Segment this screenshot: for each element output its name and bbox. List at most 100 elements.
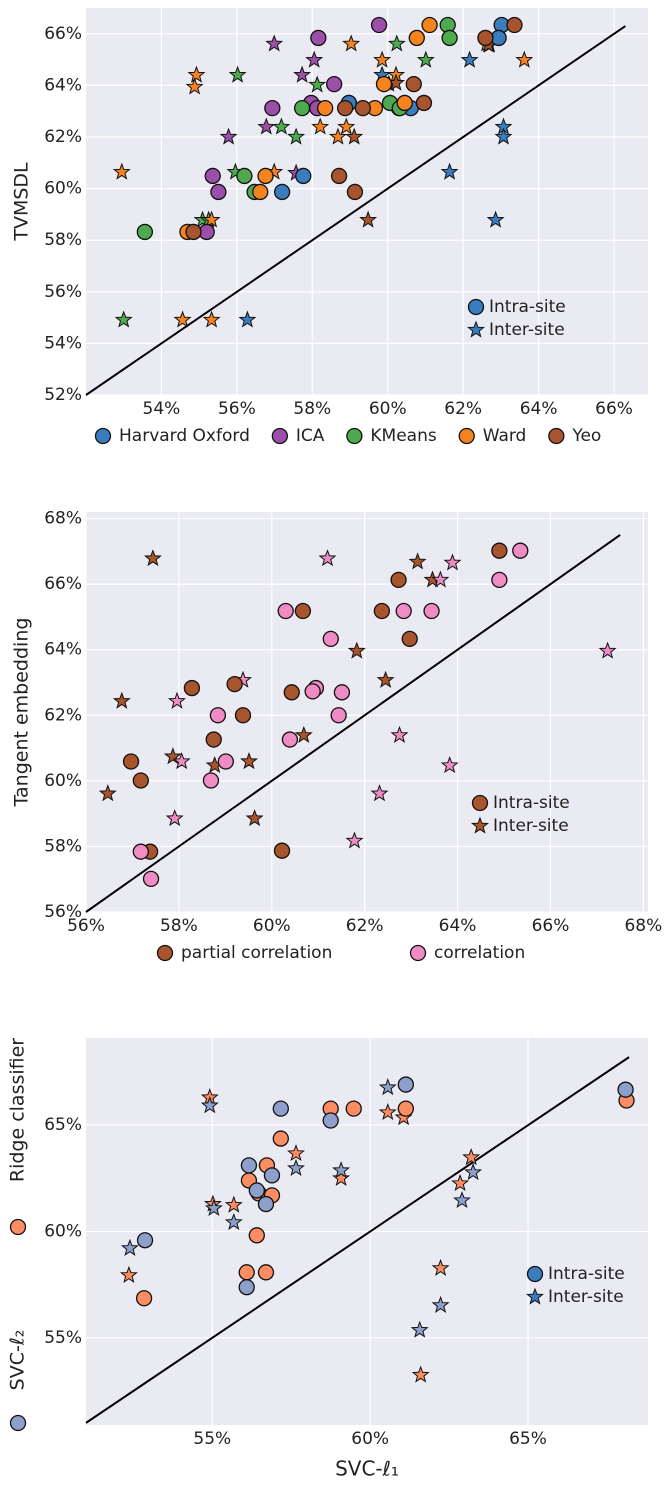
point [112, 691, 131, 709]
legend-marker [346, 427, 363, 445]
legend-label: Ward [483, 426, 527, 446]
legend-marker [471, 816, 489, 834]
point [408, 552, 427, 570]
point [240, 752, 258, 770]
identity-line [85, 534, 621, 913]
point [273, 183, 291, 201]
y-tick-label: 66% [44, 574, 82, 594]
point [411, 1365, 430, 1383]
point [114, 310, 133, 328]
point [287, 127, 306, 145]
point [234, 707, 252, 724]
point [168, 691, 186, 709]
legend-label: Harvard Oxford [119, 426, 250, 446]
point [397, 1076, 414, 1093]
point [277, 602, 294, 620]
point [294, 725, 313, 743]
y-tick-label: 64% [44, 75, 82, 95]
point [617, 1081, 634, 1098]
point [217, 753, 234, 770]
legend-marker [526, 1265, 544, 1283]
point [204, 167, 221, 185]
x-tick-label: 62% [444, 399, 482, 419]
x-tick-label: 64% [520, 399, 558, 419]
legend-label: KMeans [370, 426, 436, 446]
point [370, 16, 388, 34]
x-tick-label: 60% [351, 1429, 389, 1449]
point [252, 183, 269, 201]
point [378, 1078, 397, 1096]
point [293, 99, 311, 117]
point [330, 167, 348, 185]
legend-marker [94, 427, 112, 445]
point [136, 1232, 154, 1249]
point [491, 542, 508, 559]
point [345, 831, 364, 849]
point [240, 1157, 258, 1174]
y-tick-label: 52% [44, 385, 82, 405]
y-tick-label: 68% [44, 509, 82, 529]
x-tick-label: 56% [218, 399, 256, 419]
point [390, 725, 409, 743]
point [98, 784, 117, 802]
identity-line [85, 1056, 630, 1424]
x-tick-label: 55% [193, 1429, 231, 1449]
y-tick-label: 62% [44, 705, 82, 725]
point [202, 772, 220, 789]
point [226, 675, 243, 693]
point [273, 842, 291, 859]
point [136, 223, 153, 241]
x-tick-label: 64% [439, 916, 477, 936]
point [326, 75, 343, 93]
y-axis-label: TVMSDL [11, 162, 33, 242]
point [397, 1100, 414, 1117]
point [264, 99, 281, 117]
y-tick-label: 60% [44, 179, 82, 199]
legend-marker [156, 944, 174, 962]
point [515, 50, 534, 68]
point [308, 75, 327, 93]
x-tick-label: 60% [253, 916, 291, 936]
y-tick-label: 65% [44, 1115, 82, 1135]
legend-label: Inter-site [548, 1287, 624, 1307]
legend-marker [458, 427, 475, 445]
point [119, 1265, 138, 1283]
legend-label: Inter-site [489, 320, 565, 340]
point [359, 210, 378, 228]
point [185, 77, 204, 95]
point [310, 29, 327, 47]
y-tick-label: 58% [44, 230, 82, 250]
point [431, 1258, 450, 1276]
point [378, 1102, 397, 1121]
identity-line [85, 25, 626, 396]
point [245, 809, 264, 827]
point [370, 784, 389, 802]
point [441, 29, 458, 47]
point [172, 752, 191, 770]
point [506, 16, 523, 34]
x-tick-label: 58% [160, 916, 198, 936]
point [205, 731, 222, 748]
legend-label: ICA [296, 426, 325, 446]
x-tick-label: 66% [532, 916, 570, 936]
point [135, 1290, 153, 1307]
point [415, 94, 433, 112]
point [236, 167, 253, 185]
legend-marker [548, 427, 565, 445]
point [248, 1182, 265, 1199]
point [238, 1264, 255, 1281]
point [183, 679, 201, 697]
y-tick-label: 64% [44, 640, 82, 660]
point [354, 99, 372, 117]
point [431, 570, 450, 588]
point [375, 75, 393, 93]
point [122, 753, 140, 770]
legend-marker [526, 1287, 544, 1305]
point [332, 1168, 351, 1186]
point [293, 65, 312, 83]
point [272, 1130, 289, 1147]
point [142, 870, 160, 888]
point [165, 809, 184, 827]
legend-label: Yeo [571, 426, 601, 446]
point [318, 549, 337, 567]
